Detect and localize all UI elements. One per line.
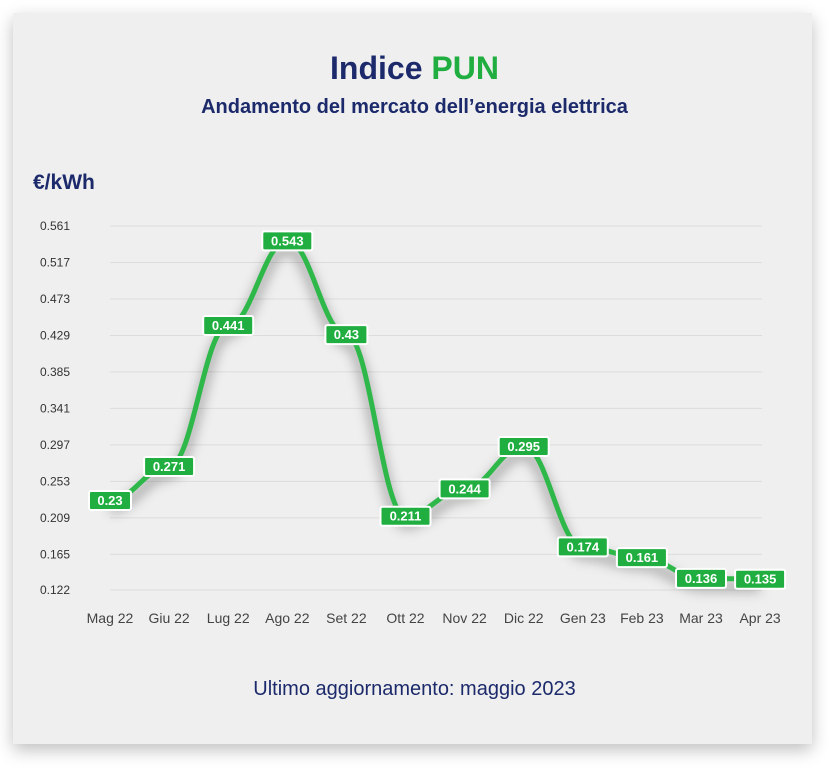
data-label-text: 0.244 xyxy=(448,481,481,496)
x-axis-ticks: Mag 22 Giu 22 Lug 22 Ago 22 Set 22 Ott 22 Nov … xyxy=(87,610,781,626)
data-label: 0.441 xyxy=(202,314,255,336)
gridlines xyxy=(110,225,762,591)
title-accent: PUN xyxy=(431,50,499,86)
series-line-shadow xyxy=(109,244,761,592)
data-label-text: 0.271 xyxy=(153,459,186,474)
data-label: 0.174 xyxy=(556,536,609,558)
data-label-box xyxy=(324,324,369,346)
last-update-note: Ultimo aggiornamento: maggio 2023 xyxy=(253,678,576,700)
x-tick-label: Mag 22 xyxy=(87,610,134,626)
y-tick-label: 0.385 xyxy=(40,365,70,379)
data-label-text: 0.161 xyxy=(626,550,659,565)
data-label-box xyxy=(675,567,727,589)
data-label-text: 0.135 xyxy=(744,572,777,587)
y-tick-label: 0.561 xyxy=(40,219,70,233)
y-tick-label: 0.429 xyxy=(40,328,70,342)
x-tick-label: Feb 23 xyxy=(620,610,664,626)
data-label-box xyxy=(438,478,491,500)
y-tick-label: 0.341 xyxy=(40,401,70,415)
data-label-box xyxy=(261,230,314,252)
y-tick-label: 0.253 xyxy=(40,474,70,488)
x-tick-label: Nov 22 xyxy=(442,610,487,626)
data-label: 0.161 xyxy=(615,547,668,569)
x-tick-label: Mar 23 xyxy=(679,610,723,626)
x-tick-label: Giu 22 xyxy=(148,610,189,626)
data-label-box xyxy=(379,505,432,527)
x-tick-label: Ago 22 xyxy=(265,610,310,626)
data-label-text: 0.43 xyxy=(334,327,359,342)
chart-card xyxy=(13,13,812,744)
y-tick-label: 0.165 xyxy=(40,547,70,561)
y-axis-ticks: 0.122 0.165 0.209 0.253 0.297 0.341 0.385 0.429… xyxy=(40,219,70,597)
data-label: 0.244 xyxy=(438,478,491,500)
data-label-text: 0.441 xyxy=(212,318,245,333)
data-label-box xyxy=(615,547,668,569)
data-label: 0.271 xyxy=(143,455,196,477)
data-labels: 0.23 0.271 0.441 0.543 0.43 0.211 0.244 0.295 0.… xyxy=(88,230,787,590)
data-label: 0.295 xyxy=(497,436,550,458)
data-label-box xyxy=(202,314,255,336)
data-label-text: 0.295 xyxy=(507,439,540,454)
x-tick-label: Set 22 xyxy=(326,610,367,626)
y-tick-label: 0.297 xyxy=(40,438,70,452)
chart-subtitle: Andamento del mercato dell’energia elett… xyxy=(201,96,628,118)
y-tick-label: 0.473 xyxy=(40,292,70,306)
x-tick-label: Apr 23 xyxy=(739,610,780,626)
data-label-box xyxy=(497,436,550,458)
data-label-text: 0.543 xyxy=(271,233,304,248)
data-label: 0.211 xyxy=(379,505,432,527)
data-label-box xyxy=(88,489,132,511)
y-axis-unit: €/kWh xyxy=(33,171,95,194)
data-label-box xyxy=(734,568,787,590)
data-label-text: 0.23 xyxy=(97,493,122,508)
data-label: 0.135 xyxy=(734,568,787,590)
data-label: 0.43 xyxy=(324,324,369,346)
data-label-text: 0.211 xyxy=(390,509,422,524)
data-label: 0.23 xyxy=(88,489,132,511)
data-label: 0.136 xyxy=(675,567,727,589)
x-tick-label: Ott 22 xyxy=(386,610,424,626)
data-label-text: 0.136 xyxy=(685,571,718,586)
data-label-box xyxy=(143,455,196,477)
x-tick-label: Lug 22 xyxy=(207,610,250,626)
title-main: Indice xyxy=(330,50,423,86)
data-label-box xyxy=(556,536,609,558)
chart-title: Indice PUN xyxy=(0,50,829,87)
x-tick-label: Gen 23 xyxy=(560,610,606,626)
data-label-text: 0.174 xyxy=(567,539,600,554)
y-tick-label: 0.122 xyxy=(40,583,70,597)
series-line xyxy=(107,238,763,582)
y-tick-label: 0.209 xyxy=(40,511,70,525)
data-label: 0.543 xyxy=(261,230,314,252)
x-tick-label: Dic 22 xyxy=(504,610,544,626)
y-tick-label: 0.517 xyxy=(40,255,70,269)
